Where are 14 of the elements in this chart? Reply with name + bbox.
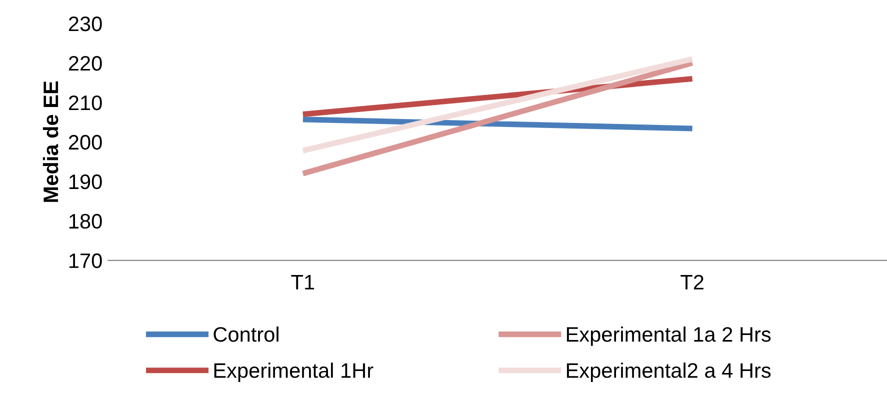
legend-label: Experimental2 a 4 Hrs bbox=[566, 362, 771, 382]
legend-label: Experimental 1Hr bbox=[214, 362, 374, 382]
x-tick-label: T1 bbox=[291, 275, 314, 290]
legend-label: Experimental 1a 2 Hrs bbox=[566, 326, 771, 346]
legend-label: Control bbox=[214, 326, 278, 342]
y-tick-label: 170 bbox=[69, 253, 102, 268]
y-tick-label: 220 bbox=[68, 56, 102, 71]
y-tick-label: 190 bbox=[69, 174, 102, 190]
y-tick-label: 230 bbox=[68, 16, 102, 32]
y-tick-label: 210 bbox=[68, 95, 102, 110]
y-tick-label: 180 bbox=[69, 214, 102, 229]
y-axis-title: Media de EE bbox=[42, 81, 58, 202]
y-tick-label: 200 bbox=[68, 134, 102, 150]
x-tick-label: T2 bbox=[680, 274, 704, 290]
